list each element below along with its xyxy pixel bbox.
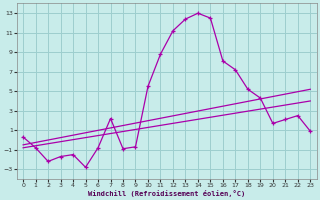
X-axis label: Windchill (Refroidissement éolien,°C): Windchill (Refroidissement éolien,°C) (88, 190, 245, 197)
